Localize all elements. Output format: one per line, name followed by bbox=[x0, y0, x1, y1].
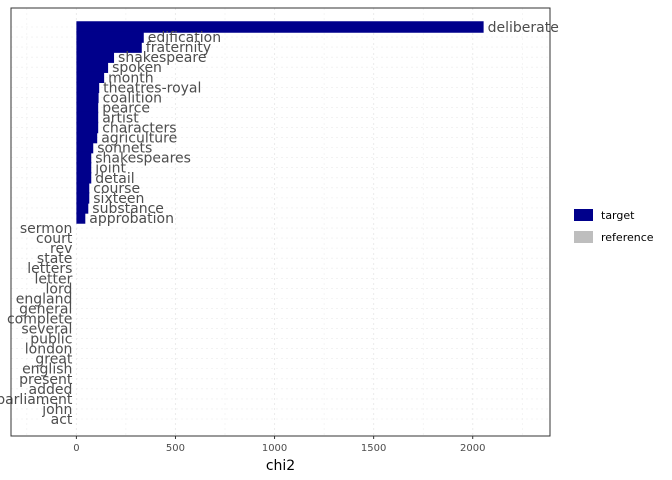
bar-label: course bbox=[93, 181, 140, 197]
bar bbox=[76, 192, 90, 204]
bar-label: deliberate bbox=[488, 20, 559, 36]
bar-label: letters bbox=[27, 261, 72, 277]
bar-label: sonnets bbox=[97, 141, 152, 157]
bar-labels: deliberateedificationfraternityshakespea… bbox=[0, 20, 559, 428]
bar-label: letter bbox=[35, 271, 73, 287]
bar-label: england bbox=[16, 291, 73, 307]
bar-label: characters bbox=[102, 121, 176, 137]
bar-label: shakespeare bbox=[118, 50, 206, 66]
bar bbox=[76, 51, 115, 63]
legend-label-target: target bbox=[601, 209, 635, 222]
bar bbox=[76, 91, 99, 104]
bar-label: john bbox=[41, 402, 72, 418]
bar-label: present bbox=[19, 372, 73, 388]
bar-label: pearce bbox=[102, 100, 150, 116]
legend-label-reference: reference bbox=[601, 231, 654, 244]
bar-label: general bbox=[19, 301, 72, 317]
grid bbox=[11, 8, 550, 436]
legend-key-target bbox=[574, 209, 593, 221]
bar bbox=[76, 141, 94, 154]
bar bbox=[76, 182, 90, 194]
bar-label: coalition bbox=[103, 90, 162, 106]
bar-label: month bbox=[108, 70, 153, 86]
bar-label: public bbox=[30, 332, 72, 348]
bar bbox=[76, 121, 99, 134]
legend: target reference bbox=[574, 209, 654, 244]
bar-label: theatres-royal bbox=[103, 80, 201, 96]
bar-label: spoken bbox=[112, 60, 162, 76]
bar-label: substance bbox=[92, 201, 164, 217]
bar-label: complete bbox=[7, 311, 72, 327]
bar-label: state bbox=[37, 251, 72, 267]
bar-label: added bbox=[29, 382, 73, 398]
bar bbox=[76, 131, 98, 144]
bar bbox=[76, 81, 100, 94]
x-axis-title: chi2 bbox=[266, 458, 295, 474]
bar bbox=[76, 31, 144, 43]
bar bbox=[76, 21, 484, 33]
bar-label: approbation bbox=[89, 211, 174, 227]
x-tick-label: 500 bbox=[166, 443, 185, 454]
bar bbox=[76, 71, 105, 84]
bar-label: fraternity bbox=[146, 40, 211, 56]
bar bbox=[76, 41, 142, 53]
bars bbox=[76, 21, 484, 224]
legend-key-reference bbox=[574, 231, 593, 243]
x-tick-label: 1500 bbox=[361, 443, 386, 454]
bar-label: joint bbox=[94, 161, 126, 177]
bar bbox=[76, 202, 89, 214]
bar-label: sermon bbox=[20, 221, 73, 237]
bar-label: agriculture bbox=[101, 131, 177, 147]
bar bbox=[76, 161, 92, 174]
bar-label: several bbox=[21, 322, 72, 338]
bar-label: lord bbox=[46, 281, 73, 297]
x-axis: 0 500 1000 1500 2000 bbox=[73, 436, 485, 454]
bar bbox=[76, 172, 92, 184]
x-tick-label: 2000 bbox=[460, 443, 485, 454]
bar-label: parliament bbox=[0, 392, 73, 408]
bar-label: great bbox=[35, 352, 73, 368]
panel-border bbox=[10, 7, 551, 437]
bar-label: sixteen bbox=[93, 191, 144, 207]
bar-label: court bbox=[36, 231, 73, 247]
bar bbox=[76, 151, 92, 164]
bar bbox=[76, 111, 99, 124]
bar-label: detail bbox=[95, 171, 134, 187]
bar-label: london bbox=[25, 342, 73, 358]
bar-label: shakespeares bbox=[95, 151, 191, 167]
x-tick-label: 0 bbox=[73, 443, 79, 454]
x-tick-label: 1000 bbox=[262, 443, 287, 454]
bar-label: rev bbox=[50, 241, 72, 257]
bar-label: act bbox=[51, 412, 73, 428]
bar-label: english bbox=[22, 362, 72, 378]
bar bbox=[76, 212, 86, 224]
bar-label: artist bbox=[102, 110, 139, 126]
bar-label: edification bbox=[148, 30, 221, 46]
bar bbox=[76, 101, 99, 114]
bar bbox=[76, 61, 109, 73]
